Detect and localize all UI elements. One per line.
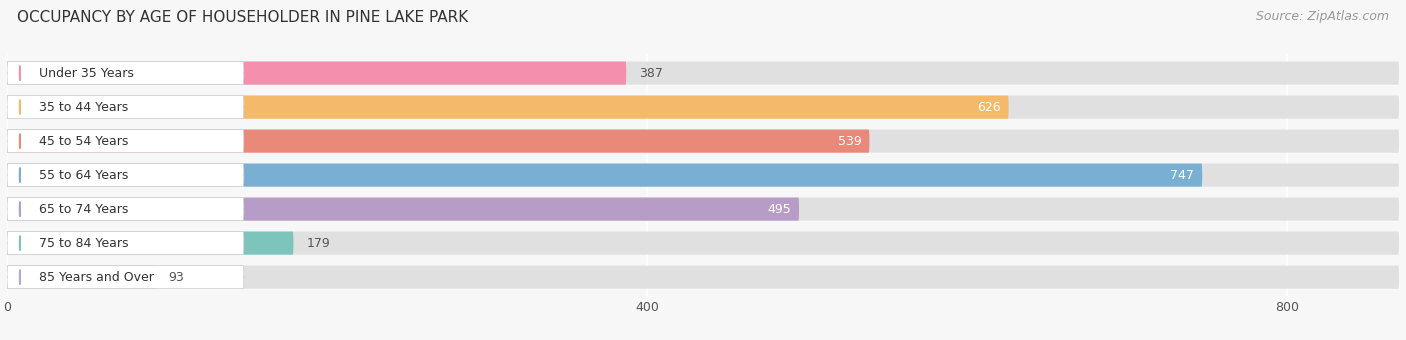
FancyBboxPatch shape xyxy=(7,130,869,153)
Text: 495: 495 xyxy=(768,203,792,216)
FancyBboxPatch shape xyxy=(7,62,1399,85)
Text: 35 to 44 Years: 35 to 44 Years xyxy=(39,101,128,114)
FancyBboxPatch shape xyxy=(7,130,243,153)
FancyBboxPatch shape xyxy=(7,164,1202,187)
Text: OCCUPANCY BY AGE OF HOUSEHOLDER IN PINE LAKE PARK: OCCUPANCY BY AGE OF HOUSEHOLDER IN PINE … xyxy=(17,10,468,25)
FancyBboxPatch shape xyxy=(7,232,1399,255)
FancyBboxPatch shape xyxy=(7,232,243,255)
FancyBboxPatch shape xyxy=(7,130,1399,153)
Text: 93: 93 xyxy=(169,271,184,284)
FancyBboxPatch shape xyxy=(7,232,294,255)
Text: 75 to 84 Years: 75 to 84 Years xyxy=(39,237,128,250)
Text: 45 to 54 Years: 45 to 54 Years xyxy=(39,135,128,148)
FancyBboxPatch shape xyxy=(7,96,1399,119)
Text: 85 Years and Over: 85 Years and Over xyxy=(39,271,153,284)
Text: 179: 179 xyxy=(307,237,330,250)
FancyBboxPatch shape xyxy=(7,198,799,221)
Text: 747: 747 xyxy=(1170,169,1194,182)
FancyBboxPatch shape xyxy=(7,266,243,289)
FancyBboxPatch shape xyxy=(7,198,243,221)
FancyBboxPatch shape xyxy=(7,266,1399,289)
FancyBboxPatch shape xyxy=(7,62,626,85)
FancyBboxPatch shape xyxy=(7,62,243,85)
FancyBboxPatch shape xyxy=(7,164,1399,187)
Text: 65 to 74 Years: 65 to 74 Years xyxy=(39,203,128,216)
Text: 55 to 64 Years: 55 to 64 Years xyxy=(39,169,128,182)
FancyBboxPatch shape xyxy=(7,96,243,119)
FancyBboxPatch shape xyxy=(7,198,1399,221)
FancyBboxPatch shape xyxy=(7,96,1008,119)
Text: Source: ZipAtlas.com: Source: ZipAtlas.com xyxy=(1256,10,1389,23)
FancyBboxPatch shape xyxy=(7,164,243,187)
Text: Under 35 Years: Under 35 Years xyxy=(39,67,134,80)
Text: 626: 626 xyxy=(977,101,1001,114)
FancyBboxPatch shape xyxy=(7,266,156,289)
Text: 539: 539 xyxy=(838,135,862,148)
Text: 387: 387 xyxy=(638,67,662,80)
